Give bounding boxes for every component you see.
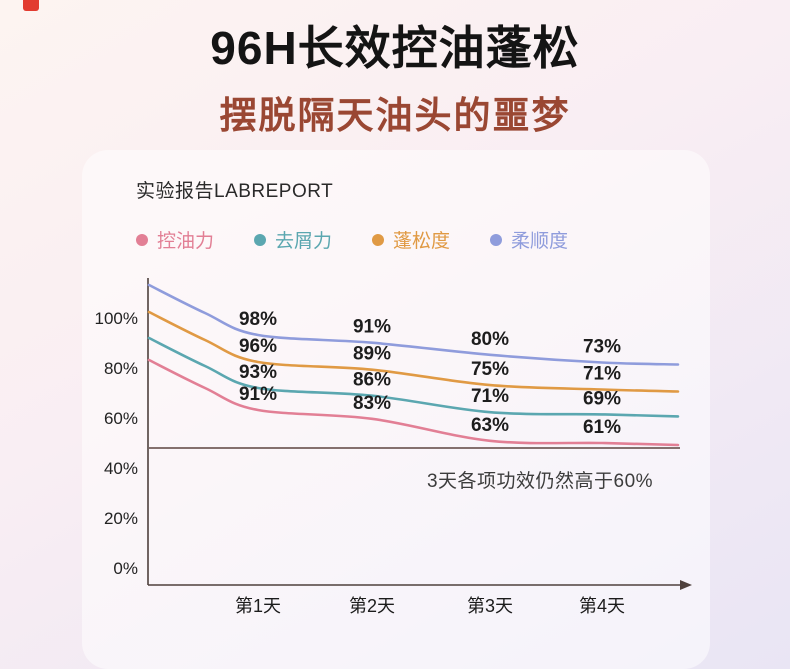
data-label: 71%	[471, 386, 509, 407]
legend-label: 控油力	[157, 231, 215, 252]
data-label: 86%	[353, 370, 391, 391]
data-label: 98%	[239, 309, 277, 330]
legend-item-1: 控油力	[136, 226, 214, 253]
x-tick-label: 第1天	[235, 596, 281, 616]
x-tick-label: 第3天	[467, 596, 513, 616]
legend-label: 柔顺度	[511, 231, 569, 252]
data-label: 96%	[239, 336, 277, 357]
legend-item-4: 柔顺度	[490, 226, 568, 253]
y-tick-label: 80%	[104, 359, 138, 378]
page-subtitle: 摆脱隔天油头的噩梦	[219, 95, 571, 136]
chart-annotation: 3天各项功效仍然高于60%	[426, 471, 654, 492]
y-tick-label: 20%	[104, 509, 138, 528]
data-label: 93%	[239, 362, 277, 383]
legend-label: 去屑力	[275, 231, 333, 252]
series-line-控油力	[147, 358, 680, 447]
data-label: 83%	[353, 393, 391, 414]
data-label: 89%	[353, 344, 391, 365]
series-line-蓬松度	[147, 310, 680, 393]
data-label: 91%	[353, 317, 391, 338]
report-card	[82, 150, 710, 669]
legend-item-2: 去屑力	[254, 226, 332, 253]
series-line-去屑力	[147, 336, 680, 418]
legend-dot-icon	[490, 233, 503, 246]
corner-mark	[23, 0, 39, 11]
data-label: 75%	[471, 359, 509, 380]
report-label: 实验报告LABREPORT	[136, 181, 334, 202]
x-tick-label: 第2天	[349, 596, 395, 616]
x-tick-label: 第4天	[579, 596, 625, 616]
legend-label: 蓬松度	[393, 231, 451, 252]
x-axis-arrow-icon	[680, 580, 692, 590]
data-label: 63%	[471, 415, 509, 436]
y-tick-label: 100%	[95, 309, 138, 328]
y-tick-label: 0%	[113, 559, 138, 578]
y-tick-label: 40%	[104, 459, 138, 478]
legend-dot-icon	[136, 233, 148, 246]
chart-legend: 控油力 去屑力 蓬松度 柔顺度	[136, 226, 568, 253]
data-label: 69%	[583, 388, 621, 409]
data-label: 91%	[239, 384, 277, 405]
series-line-柔顺度	[147, 283, 680, 366]
legend-item-3: 蓬松度	[372, 226, 450, 253]
legend-dot-icon	[254, 233, 267, 246]
data-label: 61%	[583, 417, 621, 438]
y-tick-label: 60%	[104, 409, 138, 428]
legend-dot-icon	[372, 233, 385, 246]
data-label: 80%	[471, 329, 509, 350]
data-label: 73%	[583, 337, 621, 358]
page-title: 96H长效控油蓬松	[210, 22, 580, 74]
data-label: 71%	[583, 364, 621, 385]
